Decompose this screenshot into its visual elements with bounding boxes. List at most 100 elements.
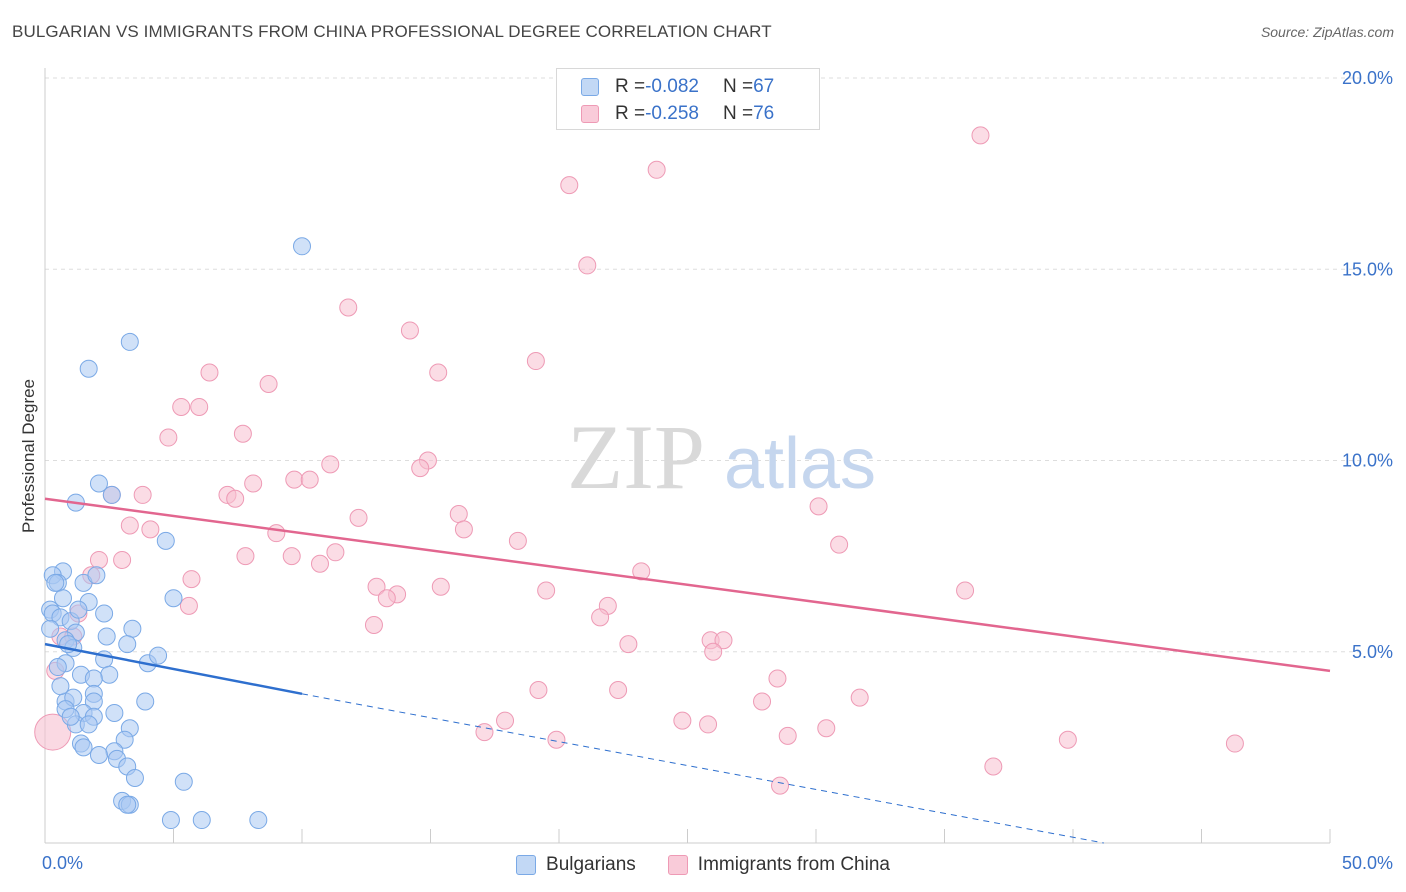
china-point (956, 581, 975, 600)
blue-swatch (581, 78, 599, 96)
x-tick-label: 0.0% (42, 853, 83, 873)
bulgarian-point (105, 703, 124, 722)
bulgarian-point (69, 600, 88, 619)
bulgarian-points (41, 237, 311, 830)
bulgarian-point (192, 811, 211, 830)
bulgarian-point (120, 332, 139, 351)
bulgarian-point (123, 619, 142, 638)
bulgarian-point (164, 589, 183, 608)
legend-label-china: Immigrants from China (697, 854, 890, 875)
china-point (547, 730, 566, 749)
china-point-large (34, 713, 72, 751)
bulgarian-point (48, 658, 67, 677)
r-value: -0.258 (645, 103, 699, 124)
grid-layer (45, 77, 1365, 653)
china-point (364, 615, 383, 634)
bulgarian-point (97, 627, 116, 646)
china-point (244, 474, 263, 493)
y-tick-label: 10.0% (1342, 451, 1393, 471)
china-point (377, 589, 396, 608)
x-tick-label: 50.0% (1342, 853, 1393, 873)
china-point (141, 520, 160, 539)
china-point (768, 669, 787, 688)
china-point (133, 485, 152, 504)
china-point (753, 692, 772, 711)
china-trend-line (44, 497, 1331, 673)
bulgarian-point (293, 237, 311, 256)
china-point (609, 681, 628, 699)
china-point (632, 562, 651, 581)
china-point (267, 524, 286, 543)
china-point (367, 577, 386, 596)
trend-lines (44, 497, 1331, 844)
bulgarian-point (161, 811, 180, 830)
china-point (226, 489, 245, 508)
china-point (475, 723, 494, 742)
bulgarian-point (102, 485, 121, 504)
china-point (190, 397, 209, 416)
n-value: 67 (753, 76, 775, 97)
source-credit: Source: ZipAtlas.com (1260, 24, 1394, 40)
china-point (496, 711, 515, 730)
n-label: N = (722, 76, 754, 97)
bulgarian-point (125, 768, 144, 787)
china-point (1225, 734, 1244, 753)
bulgarian-point (41, 619, 60, 638)
china-point (704, 642, 723, 661)
bulgarian-point (136, 692, 155, 711)
bulgarian-point (89, 746, 108, 765)
china-point (578, 256, 597, 275)
china-point (400, 321, 419, 340)
bulgarian-trend-line (44, 642, 303, 696)
legend-row-bulgarians: R = -0.082 N = 67 (557, 73, 774, 101)
china-point (300, 470, 319, 489)
china-point (282, 547, 301, 566)
bulgarian-point (79, 715, 98, 734)
china-point (310, 554, 329, 573)
bulgarian-point (115, 730, 134, 749)
china-point (449, 505, 468, 524)
china-point (529, 681, 548, 699)
pink-swatch (581, 105, 599, 123)
china-point (182, 570, 201, 589)
watermark-atlas: atlas (724, 424, 876, 504)
bulgarian-point (156, 531, 175, 550)
china-point (236, 547, 255, 566)
bulgarian-point (249, 811, 268, 830)
china-point (285, 470, 304, 489)
series-legend: Bulgarians Immigrants from China (0, 851, 1406, 879)
china-point (233, 424, 252, 443)
pink-swatch (667, 855, 688, 875)
n-label: N = (722, 103, 754, 124)
china-point (537, 581, 556, 600)
bulgarian-point (174, 772, 193, 791)
china-point (120, 516, 139, 535)
r-value: -0.082 (645, 76, 699, 97)
blue-swatch (516, 855, 537, 875)
china-points (34, 126, 1244, 795)
china-point (971, 126, 990, 145)
correlation-legend: R = -0.082 N = 67 R = -0.258 N = 76 (556, 68, 820, 130)
watermark-zip: ZIP (567, 406, 705, 508)
y-tick-label: 20.0% (1342, 68, 1393, 88)
china-point (809, 497, 828, 516)
bulgarian-point (95, 604, 114, 623)
bulgarian-point (89, 474, 108, 493)
bulgarian-point (46, 573, 65, 592)
bulgarian-trend-extension (301, 693, 1104, 844)
china-point (714, 631, 733, 650)
watermark: ZIP atlas (567, 406, 876, 508)
china-point (349, 508, 368, 527)
china-point (850, 688, 869, 707)
china-point (778, 726, 797, 745)
bulgarian-point (149, 646, 168, 665)
china-point (817, 719, 836, 738)
axis-layer (44, 68, 1331, 844)
china-point (259, 375, 278, 393)
china-point (771, 776, 790, 795)
china-point (1058, 730, 1077, 749)
bulgarian-point (61, 707, 80, 726)
china-point (326, 543, 345, 562)
china-point (454, 520, 473, 539)
bulgarian-point (74, 738, 93, 757)
